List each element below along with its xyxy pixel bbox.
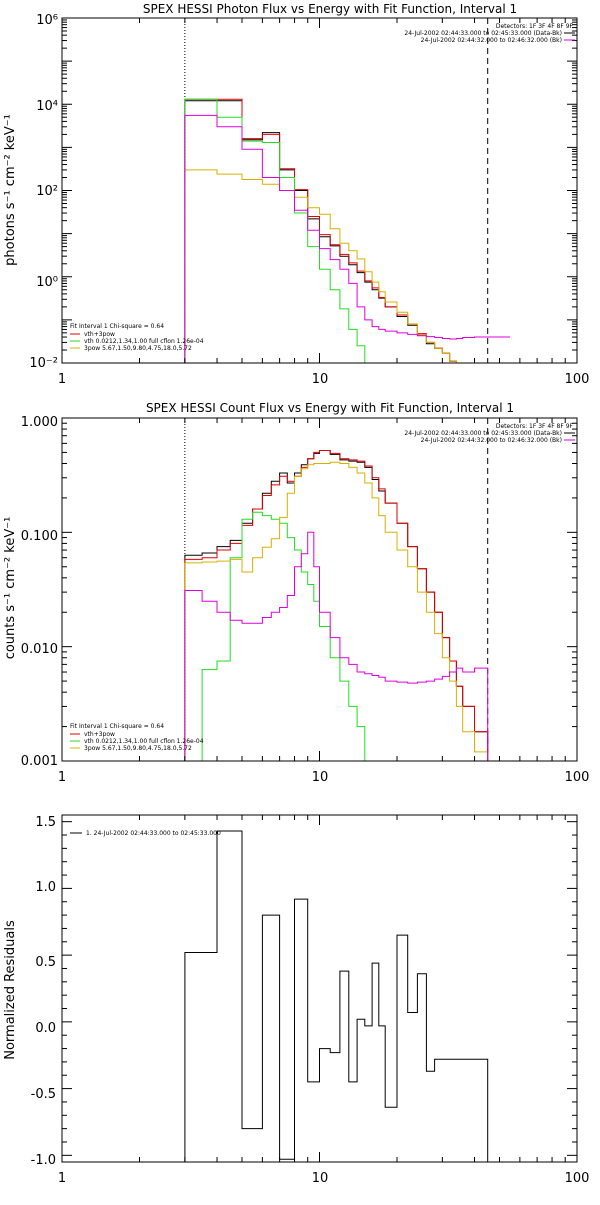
panel3-ticks: [61, 815, 578, 1162]
panel3-xtick-10: 10: [312, 1171, 329, 1186]
panel3-ytick-4: 1.0: [35, 880, 56, 895]
panel3-legend-label: 1. 24-Jul-2002 02:44:33.000 to 02:45:33.…: [86, 830, 221, 837]
panel1-series-red: [184, 98, 457, 363]
panel1-fit-interval: Fit Interval 1 Chi-square = 0.64: [70, 323, 164, 330]
panel1-series-group: [184, 18, 511, 363]
panel3-ytick-2: 0.0: [35, 1021, 56, 1036]
panel3-frame: [61, 814, 578, 1163]
panel3-ytick-5: 1.5: [35, 815, 56, 830]
panel3-y-label: Normalized Residuals: [3, 920, 18, 1060]
panel3-xtick-100: 100: [565, 1171, 590, 1186]
panel2-fit-model: vth+3pow: [84, 731, 115, 738]
panel2-ytick-3: 1.000: [21, 415, 58, 430]
panel1-fit-model: vth+3pow: [84, 331, 115, 338]
panel1-y-label: photons s⁻¹ cm⁻² keV⁻¹: [3, 114, 18, 266]
panel1-ytick-1: 10⁰: [36, 275, 58, 290]
panel2-interval-bk: 24-Jul-2002 02:44:32.000 to 02:46:32.000…: [421, 437, 562, 444]
panel2-series-magenta: [184, 531, 500, 761]
panel1-xtick-10: 10: [312, 372, 329, 387]
panel2-fit-interval: Fit Interval 1 Chi-square = 0.64: [70, 723, 164, 730]
panel2-ytick-1: 0.010: [21, 642, 58, 657]
panel2-fit-3pow: 3pow 5.67,1.50,9.80,4.75,18.0,5.72: [84, 745, 192, 752]
panel2-series-green: [184, 511, 373, 761]
panel1-series-green: [184, 98, 373, 363]
panel2-xtick-1: 1: [58, 770, 66, 785]
panel2-xtick-100: 100: [565, 770, 590, 785]
panel1-series-magenta: [184, 114, 511, 363]
panel2-series-group: [184, 418, 500, 761]
panel2-fit-vth: vth 0.0212,1.34,1.00 full cflon 1.26e-04: [84, 738, 204, 745]
panel2-ytick-0: 0.001: [21, 754, 58, 769]
panel1-frame: [61, 17, 578, 364]
panel1-interval-bk: 24-Jul-2002 02:44:32.000 to 02:46:32.000…: [421, 37, 562, 44]
panel1-ytick-2: 10²: [36, 184, 58, 199]
panel-residuals: Normalized Residuals 1 10 100 -1.0 -0.5 …: [3, 814, 590, 1186]
panel1-ytick-4: 10⁶: [36, 13, 58, 28]
panel3-plot-area: [184, 830, 489, 1162]
panel-photon-flux: SPEX HESSI Photon Flux vs Energy with Fi…: [3, 2, 589, 387]
panel2-ticks: [61, 417, 578, 762]
panel1-interval-data: 24-Jul-2002 02:44:33.000 to 02:45:33.000…: [404, 30, 562, 37]
panel3-xtick-1: 1: [58, 1171, 66, 1186]
panel3-ytick-3: 0.5: [35, 955, 56, 970]
panel2-y-label: counts s⁻¹ cm⁻² keV⁻¹: [3, 517, 18, 660]
panel3-series-group: [184, 830, 489, 1162]
panel1-xtick-100: 100: [565, 372, 590, 387]
panel2-xtick-10: 10: [312, 770, 329, 785]
panel3-ytick-1: -0.5: [31, 1087, 56, 1102]
panel1-plot-area: [184, 18, 511, 363]
panel2-series-red: [184, 450, 500, 761]
panel1-detectors: Detectors: 1F 3F 4F 8F 9F: [496, 23, 574, 30]
panel1-ytick-3: 10⁴: [36, 99, 58, 114]
panel3-series-black: [184, 830, 489, 1162]
panel2-plot-area: [184, 418, 500, 761]
panel3-ytick-0: -1.0: [31, 1153, 56, 1168]
panel-count-flux: SPEX HESSI Count Flux vs Energy with Fit…: [3, 401, 589, 785]
panel2-detectors: Detectors: 1F 3F 4F 8F 9F: [496, 423, 574, 430]
panel1-title: SPEX HESSI Photon Flux vs Energy with Fi…: [143, 2, 517, 16]
panel2-ytick-2: 0.100: [21, 529, 58, 544]
panel2-series-black: [184, 450, 500, 761]
panel1-ytick-0: 10⁻²: [29, 356, 58, 371]
panel2-interval-data: 24-Jul-2002 02:44:33.000 to 02:45:33.000…: [404, 430, 562, 437]
panel1-ticks: [61, 17, 578, 364]
panel1-fit-3pow: 3pow 5.67,1.50,9.80,4.75,18.0,5.72: [84, 345, 192, 352]
panel2-title: SPEX HESSI Count Flux vs Energy with Fit…: [146, 401, 514, 415]
panel1-series-black: [184, 100, 457, 363]
panel2-series-yellow: [184, 461, 500, 761]
panel1-fit-vth: vth 0.0212,1.34,1.00 full cflon 1.26e-04: [84, 338, 204, 345]
panel1-xtick-1: 1: [58, 372, 66, 387]
panel1-series-yellow: [184, 169, 457, 363]
